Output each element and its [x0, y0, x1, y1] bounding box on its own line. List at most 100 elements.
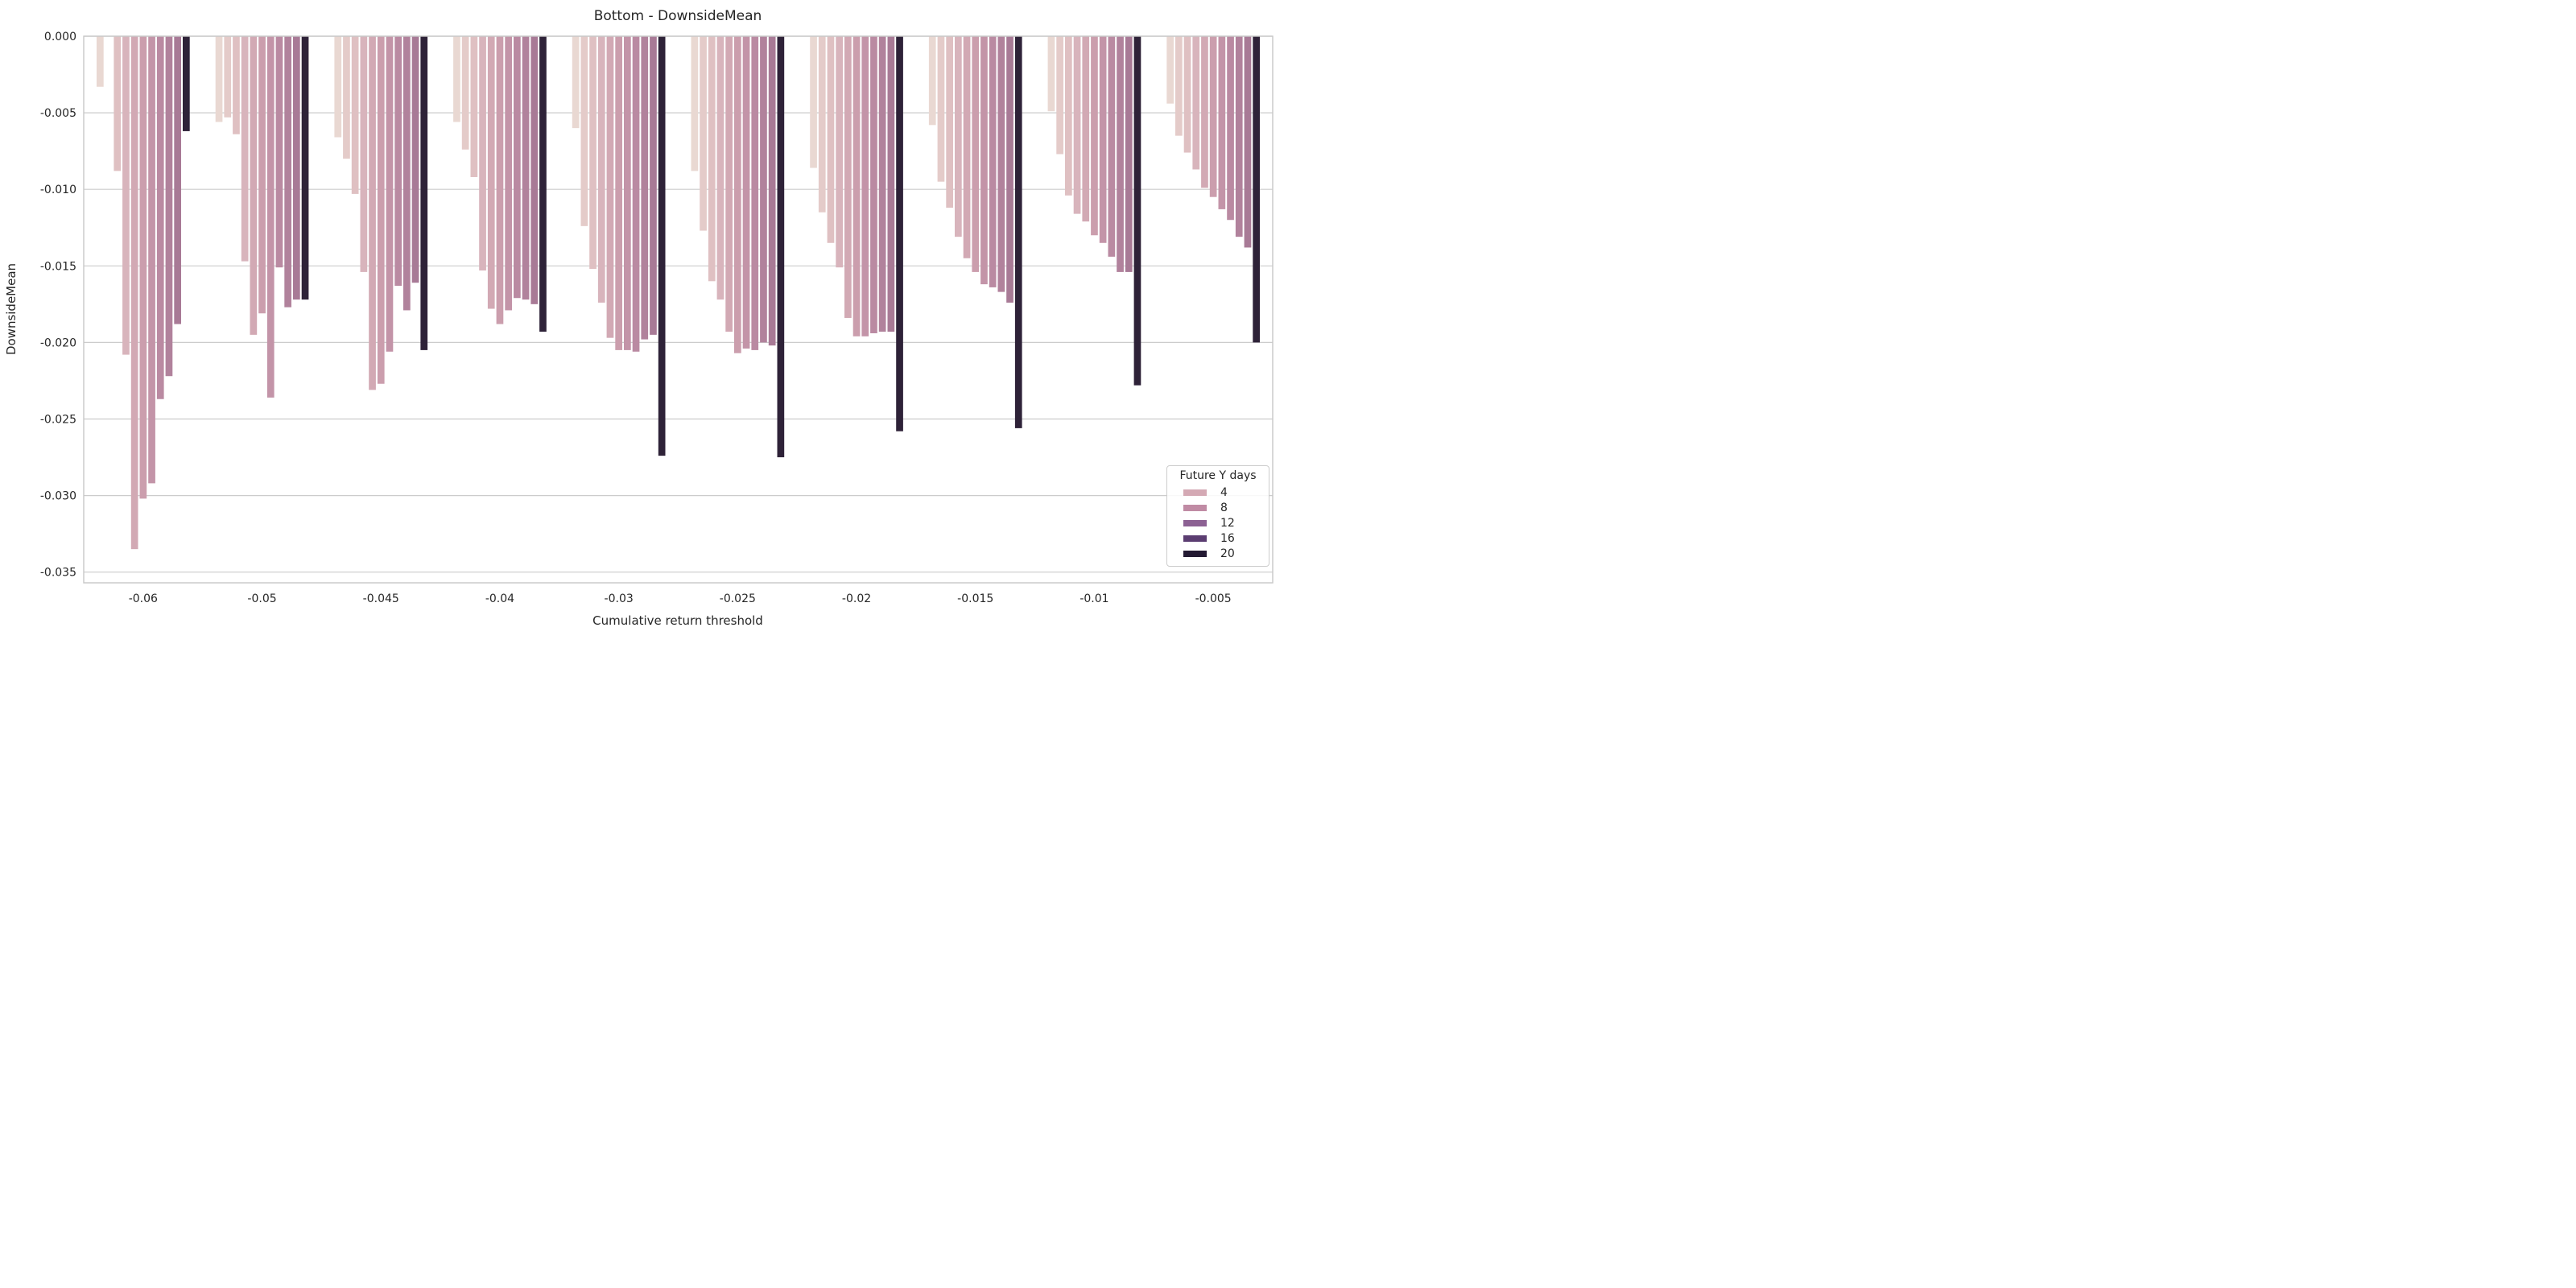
bar--0.02-hue-04 — [836, 36, 843, 268]
bar--0.06-hue-01 — [97, 36, 104, 87]
bar--0.01-hue-08 — [1108, 36, 1116, 257]
y-tick-label: -0.015 — [40, 260, 76, 273]
bar--0.03-hue-05 — [606, 36, 614, 338]
bar--0.06-hue-07 — [148, 36, 155, 484]
bar--0.05-hue-11 — [301, 36, 309, 300]
bar--0.005-hue-08 — [1227, 36, 1234, 221]
bar--0.02-hue-06 — [852, 36, 861, 336]
legend-entry: 8 — [1172, 500, 1264, 515]
bar--0.015-hue-02 — [937, 36, 945, 182]
y-axis-label: DownsideMean — [4, 262, 19, 356]
bar--0.02-hue-09 — [878, 36, 886, 332]
bar--0.03-hue-09 — [641, 36, 649, 340]
bar--0.05-hue-09 — [284, 36, 291, 308]
bar--0.01-hue-01 — [1047, 36, 1055, 112]
bar--0.005-hue-06 — [1209, 36, 1217, 197]
bar--0.06-hue-11 — [183, 36, 190, 131]
bar--0.025-hue-03 — [708, 36, 716, 282]
bar--0.01-hue-06 — [1091, 36, 1098, 236]
bar--0.05-hue-01 — [215, 36, 223, 122]
x-tick-label: -0.02 — [842, 592, 871, 605]
bar--0.05-hue-08 — [275, 36, 283, 268]
plot-frame — [83, 35, 1274, 584]
bar--0.04-hue-03 — [470, 36, 478, 177]
bar--0.05-hue-06 — [258, 36, 266, 314]
bar--0.04-hue-04 — [479, 36, 486, 270]
legend-title: Future Y days — [1179, 469, 1257, 482]
bar--0.05-hue-05 — [250, 36, 258, 335]
x-tick-label: -0.01 — [1080, 592, 1108, 605]
y-tick-label: -0.035 — [40, 567, 76, 580]
bar--0.045-hue-09 — [403, 36, 411, 311]
bar--0.06-hue-08 — [156, 36, 164, 399]
bar--0.03-hue-07 — [624, 36, 631, 350]
bar--0.015-hue-07 — [980, 36, 988, 285]
legend-swatch-icon — [1183, 550, 1207, 557]
legend: Future Y days 4 8 12 16 20 — [1166, 465, 1269, 567]
legend-entry-label: 4 — [1220, 485, 1228, 499]
chart-title: Bottom - DownsideMean — [593, 8, 762, 24]
bar--0.02-hue-11 — [896, 36, 903, 431]
bar--0.04-hue-02 — [461, 36, 469, 150]
bar--0.04-hue-05 — [487, 36, 495, 309]
bar--0.025-hue-05 — [725, 36, 733, 332]
y-tick-label: -0.010 — [40, 184, 76, 196]
bar--0.025-hue-06 — [734, 36, 741, 353]
bar--0.04-hue-10 — [530, 36, 539, 304]
legend-entry-label: 16 — [1220, 531, 1235, 545]
y-tick-label: -0.005 — [40, 107, 76, 120]
bar--0.045-hue-07 — [386, 36, 394, 352]
bar--0.03-hue-11 — [658, 36, 666, 456]
bar--0.04-hue-06 — [496, 36, 504, 324]
bar--0.01-hue-03 — [1065, 36, 1072, 196]
bar--0.025-hue-09 — [760, 36, 767, 343]
bar--0.015-hue-03 — [946, 36, 953, 208]
bar--0.045-hue-10 — [411, 36, 419, 283]
bar--0.04-hue-09 — [522, 36, 530, 300]
bar--0.045-hue-02 — [343, 36, 350, 159]
legend-entry-label: 8 — [1220, 501, 1228, 514]
bar--0.02-hue-07 — [861, 36, 869, 336]
bar--0.05-hue-04 — [241, 36, 249, 262]
legend-entry: 12 — [1172, 515, 1264, 530]
bar--0.005-hue-02 — [1175, 36, 1183, 136]
bar--0.025-hue-02 — [700, 36, 707, 231]
x-tick-label: -0.05 — [247, 592, 276, 605]
bar--0.005-hue-05 — [1201, 36, 1208, 188]
bar--0.01-hue-07 — [1099, 36, 1107, 243]
bar--0.015-hue-01 — [928, 36, 936, 126]
bar--0.005-hue-07 — [1218, 36, 1226, 209]
x-tick-label: -0.04 — [485, 592, 514, 605]
bar--0.025-hue-07 — [742, 36, 750, 349]
bar--0.02-hue-01 — [810, 36, 817, 168]
bar--0.06-hue-03 — [114, 36, 122, 171]
bar--0.02-hue-05 — [844, 36, 852, 318]
bar--0.025-hue-04 — [716, 36, 724, 300]
bar--0.025-hue-11 — [777, 36, 785, 458]
bar--0.01-hue-11 — [1133, 36, 1141, 386]
bar--0.01-hue-05 — [1082, 36, 1090, 222]
bar--0.01-hue-10 — [1125, 36, 1133, 272]
bar--0.005-hue-01 — [1166, 36, 1174, 104]
bar--0.06-hue-05 — [130, 36, 138, 550]
bar--0.015-hue-06 — [972, 36, 980, 272]
x-tick-label: -0.045 — [363, 592, 399, 605]
bar--0.04-hue-07 — [505, 36, 512, 311]
bar--0.045-hue-05 — [369, 36, 376, 390]
bar--0.03-hue-06 — [615, 36, 622, 350]
y-tick-label: -0.025 — [40, 413, 76, 426]
bar--0.05-hue-02 — [224, 36, 232, 118]
bar--0.025-hue-01 — [691, 36, 699, 171]
bar--0.015-hue-11 — [1014, 36, 1022, 428]
bar--0.06-hue-04 — [122, 36, 130, 355]
bar--0.005-hue-10 — [1244, 36, 1252, 248]
bar--0.03-hue-02 — [580, 36, 588, 226]
legend-swatch-icon — [1183, 519, 1207, 526]
legend-entry: 16 — [1172, 530, 1264, 546]
y-tick-label: 0.000 — [44, 31, 76, 43]
bar--0.06-hue-09 — [165, 36, 173, 377]
bar--0.04-hue-01 — [453, 36, 460, 122]
bar--0.045-hue-11 — [420, 36, 428, 350]
bar--0.02-hue-08 — [870, 36, 877, 333]
legend-entries: 4 8 12 16 20 — [1172, 485, 1264, 561]
